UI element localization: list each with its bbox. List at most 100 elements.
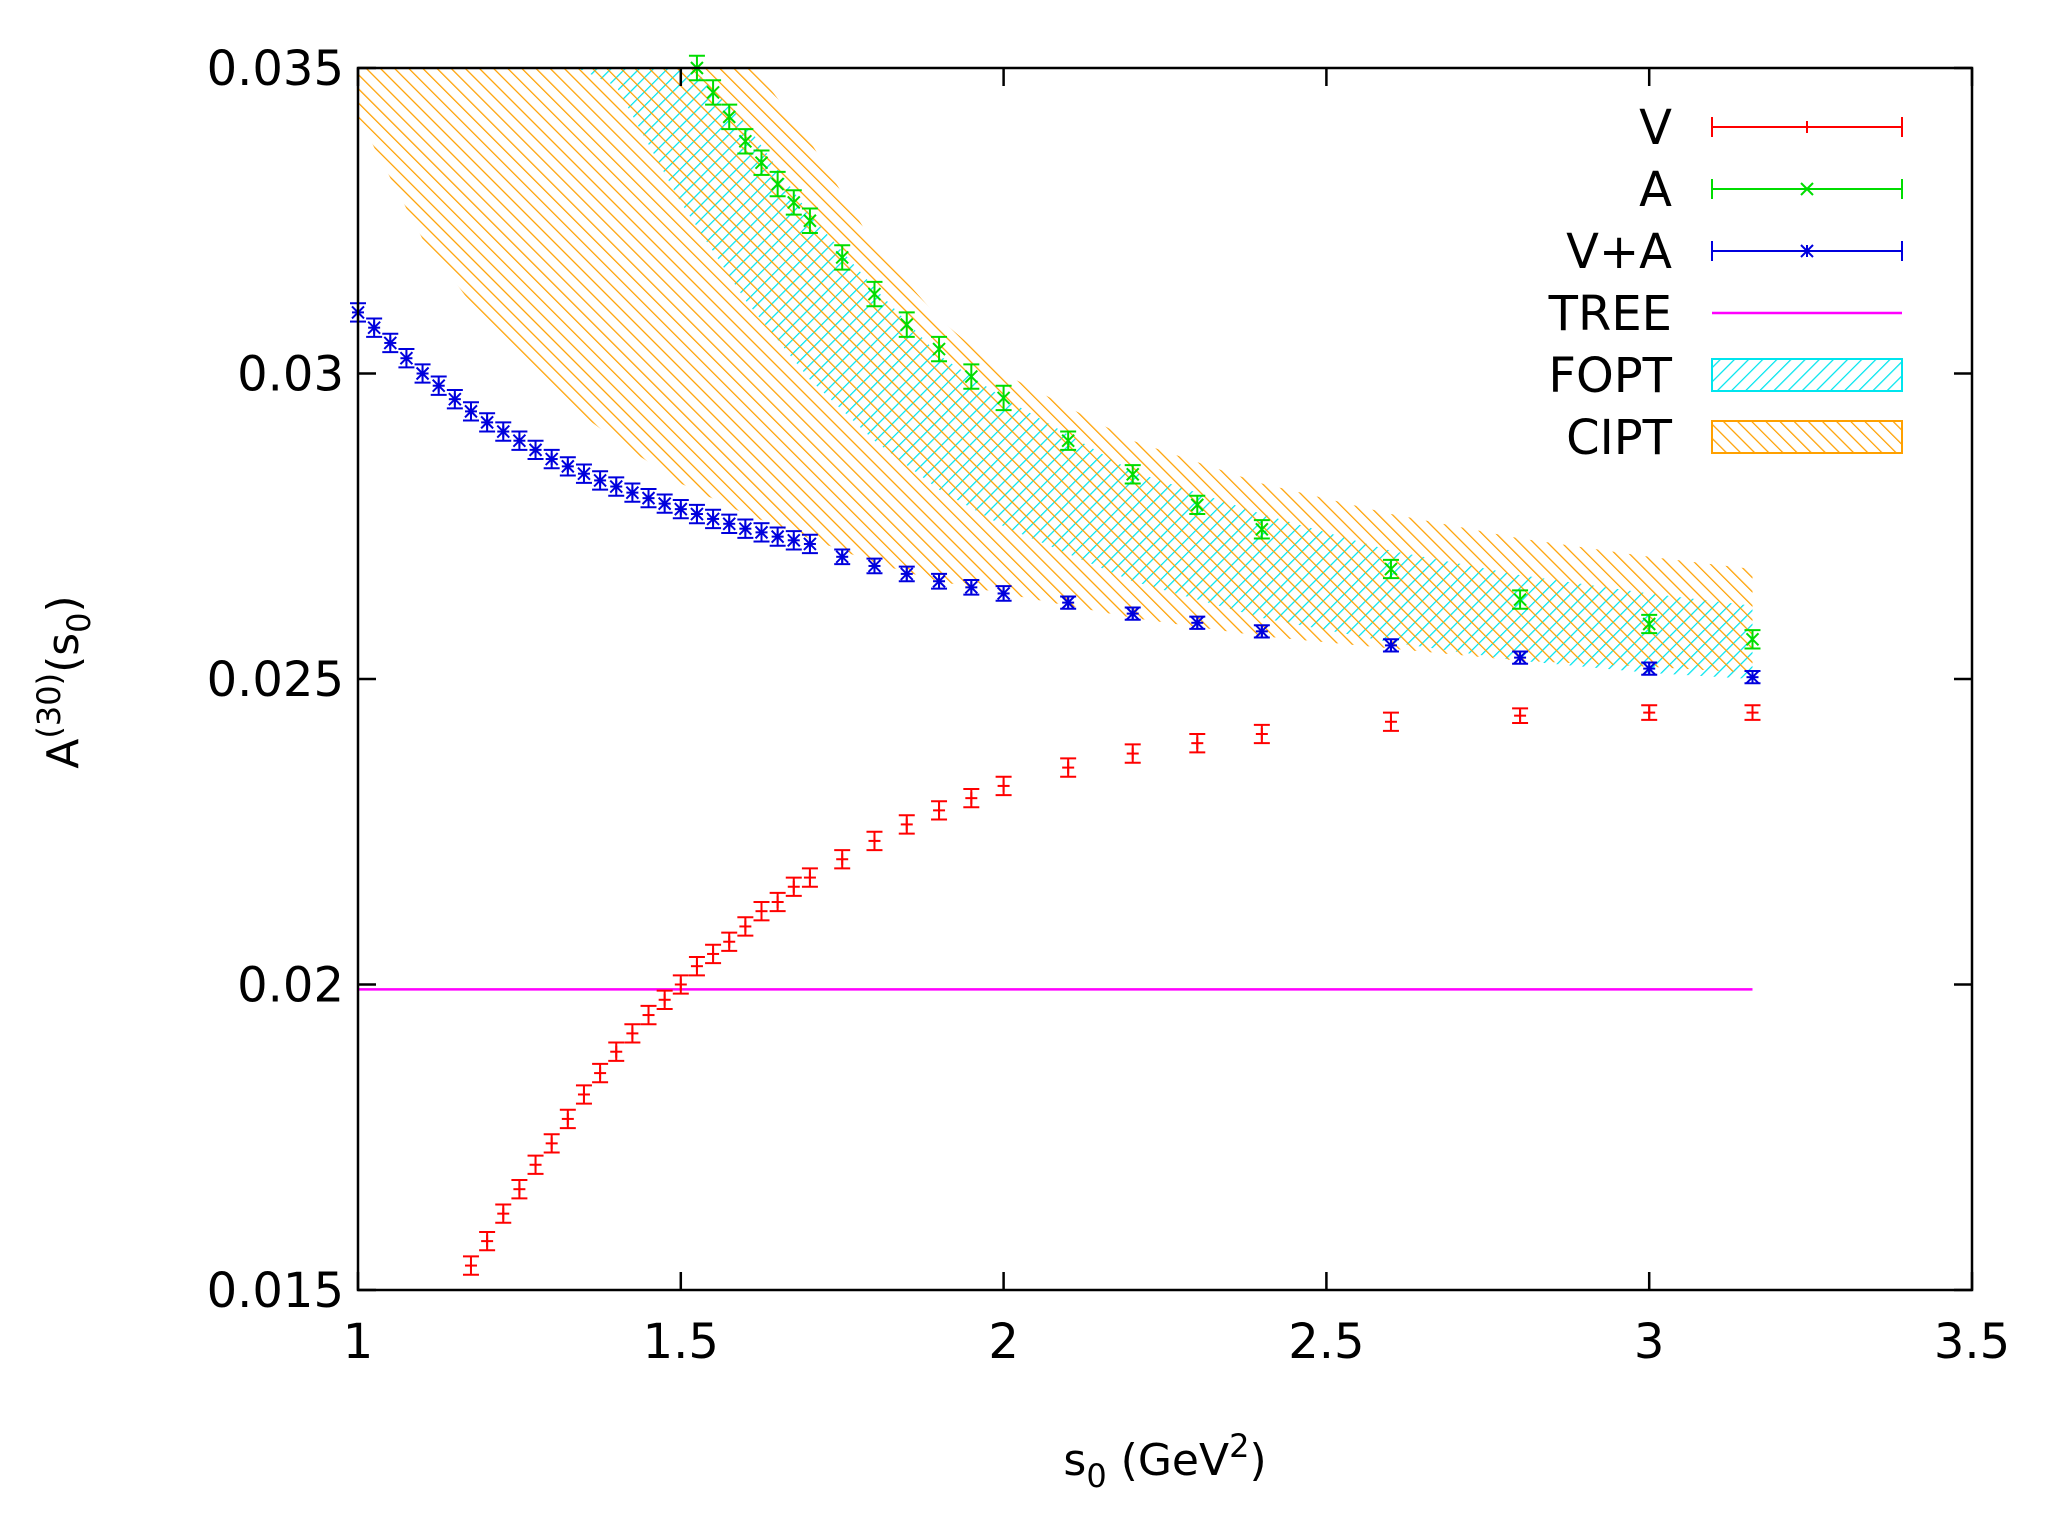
data-point — [1060, 430, 1077, 451]
point-marker — [528, 443, 543, 457]
data-point — [656, 989, 673, 1010]
legend-entry-a: A — [1639, 162, 1903, 218]
point-marker — [657, 496, 672, 511]
point-marker — [964, 580, 979, 595]
data-point — [608, 1041, 625, 1062]
x-tick-label: 2 — [988, 1314, 1019, 1370]
data-point — [640, 1004, 657, 1026]
x-tick-label: 1 — [343, 1314, 374, 1370]
point-marker — [1126, 606, 1140, 621]
point-marker — [787, 195, 801, 210]
point-marker — [1384, 562, 1398, 576]
y-tick-label: 0.035 — [207, 41, 344, 97]
data-point — [753, 522, 770, 543]
data-point — [559, 456, 576, 477]
data-point — [785, 530, 802, 551]
point-marker — [900, 317, 914, 332]
data-point — [1189, 494, 1206, 516]
data-point — [543, 448, 560, 470]
data-point — [785, 189, 802, 216]
point-marker — [415, 366, 430, 381]
legend-entry-v: V — [1639, 100, 1903, 156]
data-point — [898, 565, 915, 583]
legend-label: V+A — [1566, 224, 1672, 280]
point-marker — [594, 1067, 607, 1080]
point-marker — [674, 978, 687, 991]
point-marker — [835, 250, 849, 265]
point-marker — [738, 134, 753, 149]
point-marker — [787, 533, 801, 548]
point-marker — [481, 1235, 494, 1248]
data-point — [688, 503, 705, 525]
data-point — [801, 867, 818, 888]
point-marker — [1745, 670, 1760, 684]
point-marker — [1190, 616, 1204, 630]
data-point — [963, 787, 980, 809]
point-marker — [770, 177, 785, 191]
point-marker — [964, 369, 979, 384]
data-point — [672, 498, 689, 520]
point-marker — [835, 550, 849, 564]
point-marker — [755, 905, 768, 918]
legend-label: FOPT — [1548, 348, 1672, 404]
data-point — [737, 916, 754, 937]
point-marker — [771, 896, 784, 909]
point-marker — [577, 466, 591, 481]
point-marker — [609, 479, 623, 494]
legend-swatch — [1711, 420, 1903, 454]
data-point — [753, 149, 770, 176]
data-point — [1512, 650, 1529, 665]
point-marker — [738, 521, 753, 536]
y-tick-label: 0.03 — [237, 347, 344, 403]
point-marker — [610, 1045, 623, 1058]
point-marker — [561, 1112, 574, 1125]
point-marker — [1513, 592, 1527, 607]
point-marker — [625, 485, 640, 500]
data-point — [543, 1133, 560, 1154]
x-tick-label: 3 — [1634, 1314, 1665, 1370]
x-tick-label: 2.5 — [1288, 1314, 1364, 1370]
data-point — [995, 384, 1012, 412]
data-point — [769, 526, 786, 547]
point-marker — [836, 853, 849, 866]
legend-label: TREE — [1548, 286, 1672, 342]
point-marker — [868, 834, 881, 847]
data-point — [640, 487, 657, 509]
point-marker — [867, 287, 882, 301]
point-marker — [722, 517, 736, 531]
point-marker — [464, 404, 478, 419]
data-point — [1124, 606, 1141, 621]
point-marker — [1191, 737, 1204, 750]
point-marker — [399, 351, 414, 365]
data-point — [801, 533, 818, 555]
point-marker — [642, 1009, 655, 1022]
data-point — [1253, 723, 1270, 745]
data-point — [1744, 670, 1761, 685]
data-point — [963, 363, 980, 390]
data-point — [866, 280, 883, 308]
data-point — [1641, 661, 1658, 676]
point-marker — [754, 155, 769, 170]
point-marker — [996, 391, 1011, 405]
data-point — [495, 421, 512, 442]
point-marker — [1384, 715, 1397, 728]
point-marker — [641, 491, 656, 505]
data-point — [866, 830, 883, 852]
data-point — [769, 170, 786, 198]
data-point — [931, 335, 948, 363]
point-marker — [770, 529, 785, 544]
legend-swatch — [1711, 358, 1903, 392]
data-point — [479, 1230, 496, 1252]
data-point — [737, 128, 754, 155]
data-point — [559, 1108, 576, 1130]
legend-swatch — [1711, 179, 1903, 199]
legend-swatch — [1711, 117, 1903, 137]
point-marker — [722, 110, 736, 124]
x-tick-label: 1.5 — [643, 1314, 719, 1370]
data-point — [737, 518, 754, 539]
point-marker — [561, 459, 575, 474]
data-point — [721, 103, 738, 131]
point-marker — [383, 336, 397, 350]
data-point — [1124, 743, 1141, 764]
data-point — [1382, 638, 1399, 653]
